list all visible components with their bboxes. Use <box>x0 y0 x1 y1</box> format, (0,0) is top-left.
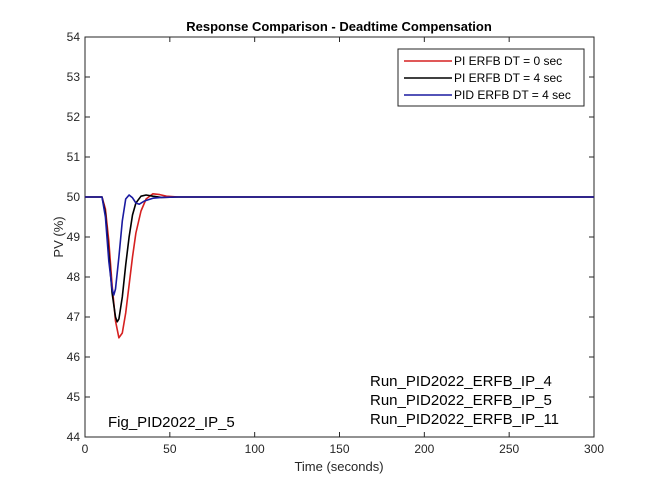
x-tick-label: 0 <box>82 442 89 456</box>
x-axis: 0 50 100 150 200 250 300 <box>82 37 604 456</box>
x-tick-label: 50 <box>163 442 177 456</box>
legend-label: PI ERFB DT = 0 sec <box>454 54 562 68</box>
y-tick-label: 53 <box>67 70 81 84</box>
chart-title: Response Comparison - Deadtime Compensat… <box>186 19 492 34</box>
legend: PI ERFB DT = 0 sec PI ERFB DT = 4 sec PID … <box>397 48 585 107</box>
y-axis: 44 45 46 47 48 49 50 51 52 53 54 <box>67 30 594 444</box>
x-tick-label: 150 <box>329 442 349 456</box>
y-tick-label: 44 <box>67 430 81 444</box>
y-tick-label: 45 <box>67 390 81 404</box>
y-tick-label: 51 <box>67 150 81 164</box>
legend-label: PI ERFB DT = 4 sec <box>454 71 562 85</box>
y-tick-label: 46 <box>67 350 81 364</box>
data-lines <box>85 193 594 339</box>
y-tick-label: 48 <box>67 270 81 284</box>
x-tick-label: 100 <box>245 442 265 456</box>
y-tick-label: 47 <box>67 310 81 324</box>
run-annotation-3: Run_PID2022_ERFB_IP_11 <box>370 411 559 428</box>
figure-annotation: Fig_PID2022_IP_5 <box>108 414 235 431</box>
y-tick-label: 52 <box>67 110 81 124</box>
x-tick-label: 300 <box>584 442 604 456</box>
y-tick-label: 54 <box>67 30 81 44</box>
run-annotation-2: Run_PID2022_ERFB_IP_5 <box>370 392 552 409</box>
y-tick-label: 50 <box>67 190 81 204</box>
y-tick-label: 49 <box>67 230 81 244</box>
x-tick-label: 250 <box>499 442 519 456</box>
run-annotation-1: Run_PID2022_ERFB_IP_4 <box>370 373 552 390</box>
y-axis-label: PV (%) <box>51 216 66 257</box>
x-tick-label: 200 <box>414 442 434 456</box>
series-line-3 <box>85 194 594 296</box>
legend-label: PID ERFB DT = 4 sec <box>454 88 571 102</box>
x-axis-label: Time (seconds) <box>294 459 383 474</box>
